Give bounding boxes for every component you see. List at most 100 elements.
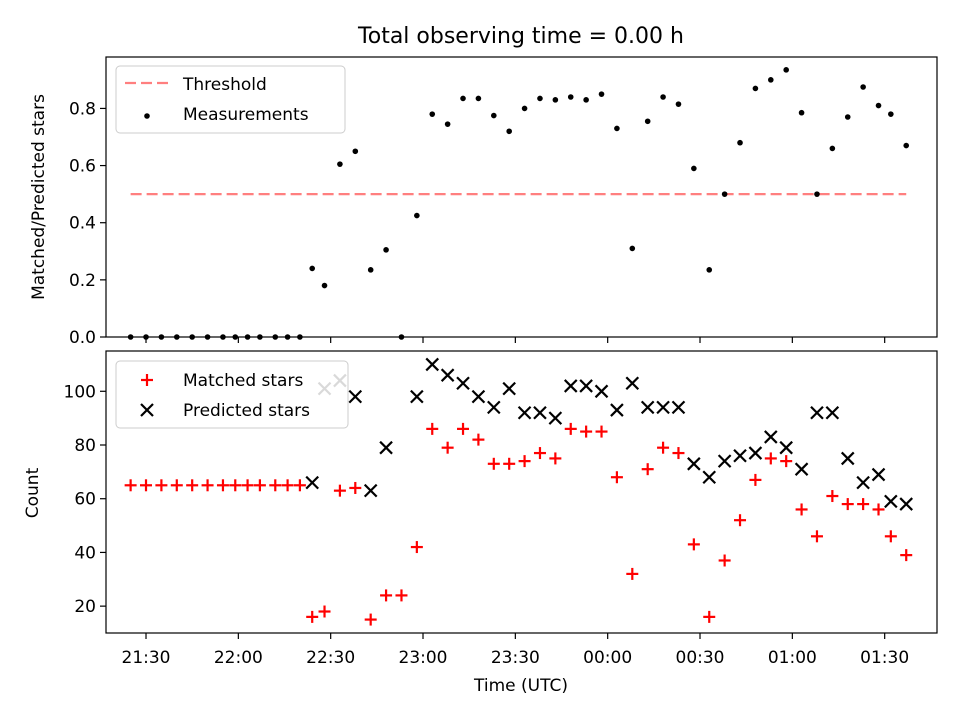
matched-star-point	[703, 610, 716, 623]
bottom-panel: 20 40 60 80 100 21:30 22:00 22:30 23:00 23:30 00:…	[23, 350, 938, 696]
measurement-point	[429, 111, 436, 117]
matched-star-point	[140, 479, 153, 492]
measurement-point	[309, 265, 316, 272]
predicted-star-point	[748, 446, 763, 460]
measurement-point	[798, 109, 805, 116]
matched-star-point	[657, 441, 670, 454]
matched-star-point	[564, 422, 577, 435]
top-y-tick-label: 0.8	[69, 99, 96, 119]
threshold-legend-label: Threshold	[182, 75, 267, 95]
x-tick-label: 23:30	[491, 648, 540, 668]
matched-star-point	[518, 455, 531, 468]
matched-star-point	[241, 479, 254, 492]
matched-star-point	[229, 479, 242, 492]
matched-star-point	[170, 479, 183, 492]
matched-star-point	[410, 541, 423, 554]
matched-star-point	[395, 589, 408, 602]
predicted-star-point	[305, 475, 319, 490]
predicted-star-point	[871, 467, 886, 482]
matched-star-point	[293, 479, 306, 492]
predicted-star-point	[884, 494, 898, 509]
matched-stars-legend-swatch	[141, 374, 153, 386]
matched-star-point	[595, 425, 608, 438]
measurements-series	[127, 67, 910, 340]
measurement-point	[721, 191, 728, 197]
measurement-point	[475, 95, 482, 102]
measurement-point	[537, 95, 543, 102]
predicted-stars-legend-swatch	[140, 403, 154, 417]
predicted-star-point	[563, 379, 578, 393]
predicted-star-point	[687, 457, 701, 471]
predicted-stars-legend-label: Predicted stars	[183, 401, 310, 421]
x-tick-label: 21:30	[122, 648, 171, 668]
matched-star-point	[872, 503, 885, 516]
matched-star-point	[672, 447, 685, 460]
bottom-y-tick-label: 100	[64, 382, 96, 402]
measurement-point	[367, 267, 374, 273]
predicted-star-point	[840, 451, 855, 466]
matched-stars-legend-label: Matched stars	[183, 371, 303, 391]
predicted-star-point	[764, 430, 778, 444]
x-tick-label: 23:00	[399, 648, 448, 668]
predicted-star-point	[456, 376, 470, 391]
predicted-star-point	[471, 389, 486, 404]
predicted-star-point	[502, 381, 516, 396]
top-y-tick-label: 0.2	[69, 271, 96, 291]
measurement-point	[414, 212, 420, 219]
measurement-point	[737, 139, 743, 146]
measurement-point	[629, 245, 636, 252]
predicted-star-point	[671, 400, 686, 415]
predicted-star-point	[810, 405, 824, 420]
predicted-star-point	[348, 389, 363, 404]
matched-star-point	[780, 455, 793, 468]
predicted-star-point	[794, 462, 809, 476]
x-tick-label: 01:30	[860, 648, 909, 668]
measurement-point	[644, 118, 651, 125]
figure-title: Total observing time = 0.00 h	[357, 24, 684, 49]
measurement-point	[752, 85, 759, 92]
matched-star-point	[281, 479, 294, 492]
measurement-point	[383, 247, 389, 253]
matched-stars-series	[124, 422, 913, 626]
measurement-point	[675, 101, 682, 107]
matched-star-point	[364, 613, 377, 626]
matched-star-point	[380, 589, 393, 602]
x-tick-label: 00:00	[583, 648, 632, 668]
measurement-point	[860, 84, 866, 90]
measurement-point	[521, 105, 528, 112]
matched-star-point	[795, 503, 808, 516]
measurement-point	[552, 97, 559, 103]
predicted-star-point	[717, 454, 732, 468]
bottom-y-tick-label: 60	[74, 490, 96, 510]
top-legend-box	[115, 65, 346, 134]
x-tick-label: 22:30	[306, 648, 355, 668]
matched-star-point	[749, 473, 762, 486]
bottom-legend-box	[115, 360, 349, 429]
bottom-y-tick-label: 20	[74, 597, 96, 617]
predicted-star-point	[379, 440, 393, 455]
predicted-star-point	[363, 483, 378, 498]
measurement-point	[903, 142, 910, 149]
predicted-star-point	[856, 475, 870, 490]
matched-star-point	[503, 457, 516, 470]
matched-star-point	[734, 514, 747, 527]
matched-star-point	[186, 479, 199, 492]
predicted-star-point	[656, 400, 670, 415]
matched-star-point	[900, 549, 913, 562]
measurement-point	[614, 125, 620, 132]
top-legend: Threshold Measurements	[115, 65, 346, 134]
measurement-point	[583, 97, 589, 103]
matched-legend-marker	[141, 374, 153, 386]
bottom-y-axis: 20 40 60 80 100	[64, 382, 106, 617]
matched-star-point	[472, 433, 485, 446]
top-x-ticks	[145, 337, 886, 343]
matched-star-point	[441, 441, 454, 454]
top-panel: 0.00.20.40.60.8 Matched/Predicted stars …	[29, 56, 938, 348]
predicted-star-point	[594, 384, 609, 399]
matched-star-point	[333, 484, 346, 497]
predicted-star-point	[533, 405, 547, 420]
x-tick-label: 01:00	[768, 648, 817, 668]
predicted-legend-marker	[140, 403, 154, 417]
predicted-star-point	[410, 389, 424, 404]
